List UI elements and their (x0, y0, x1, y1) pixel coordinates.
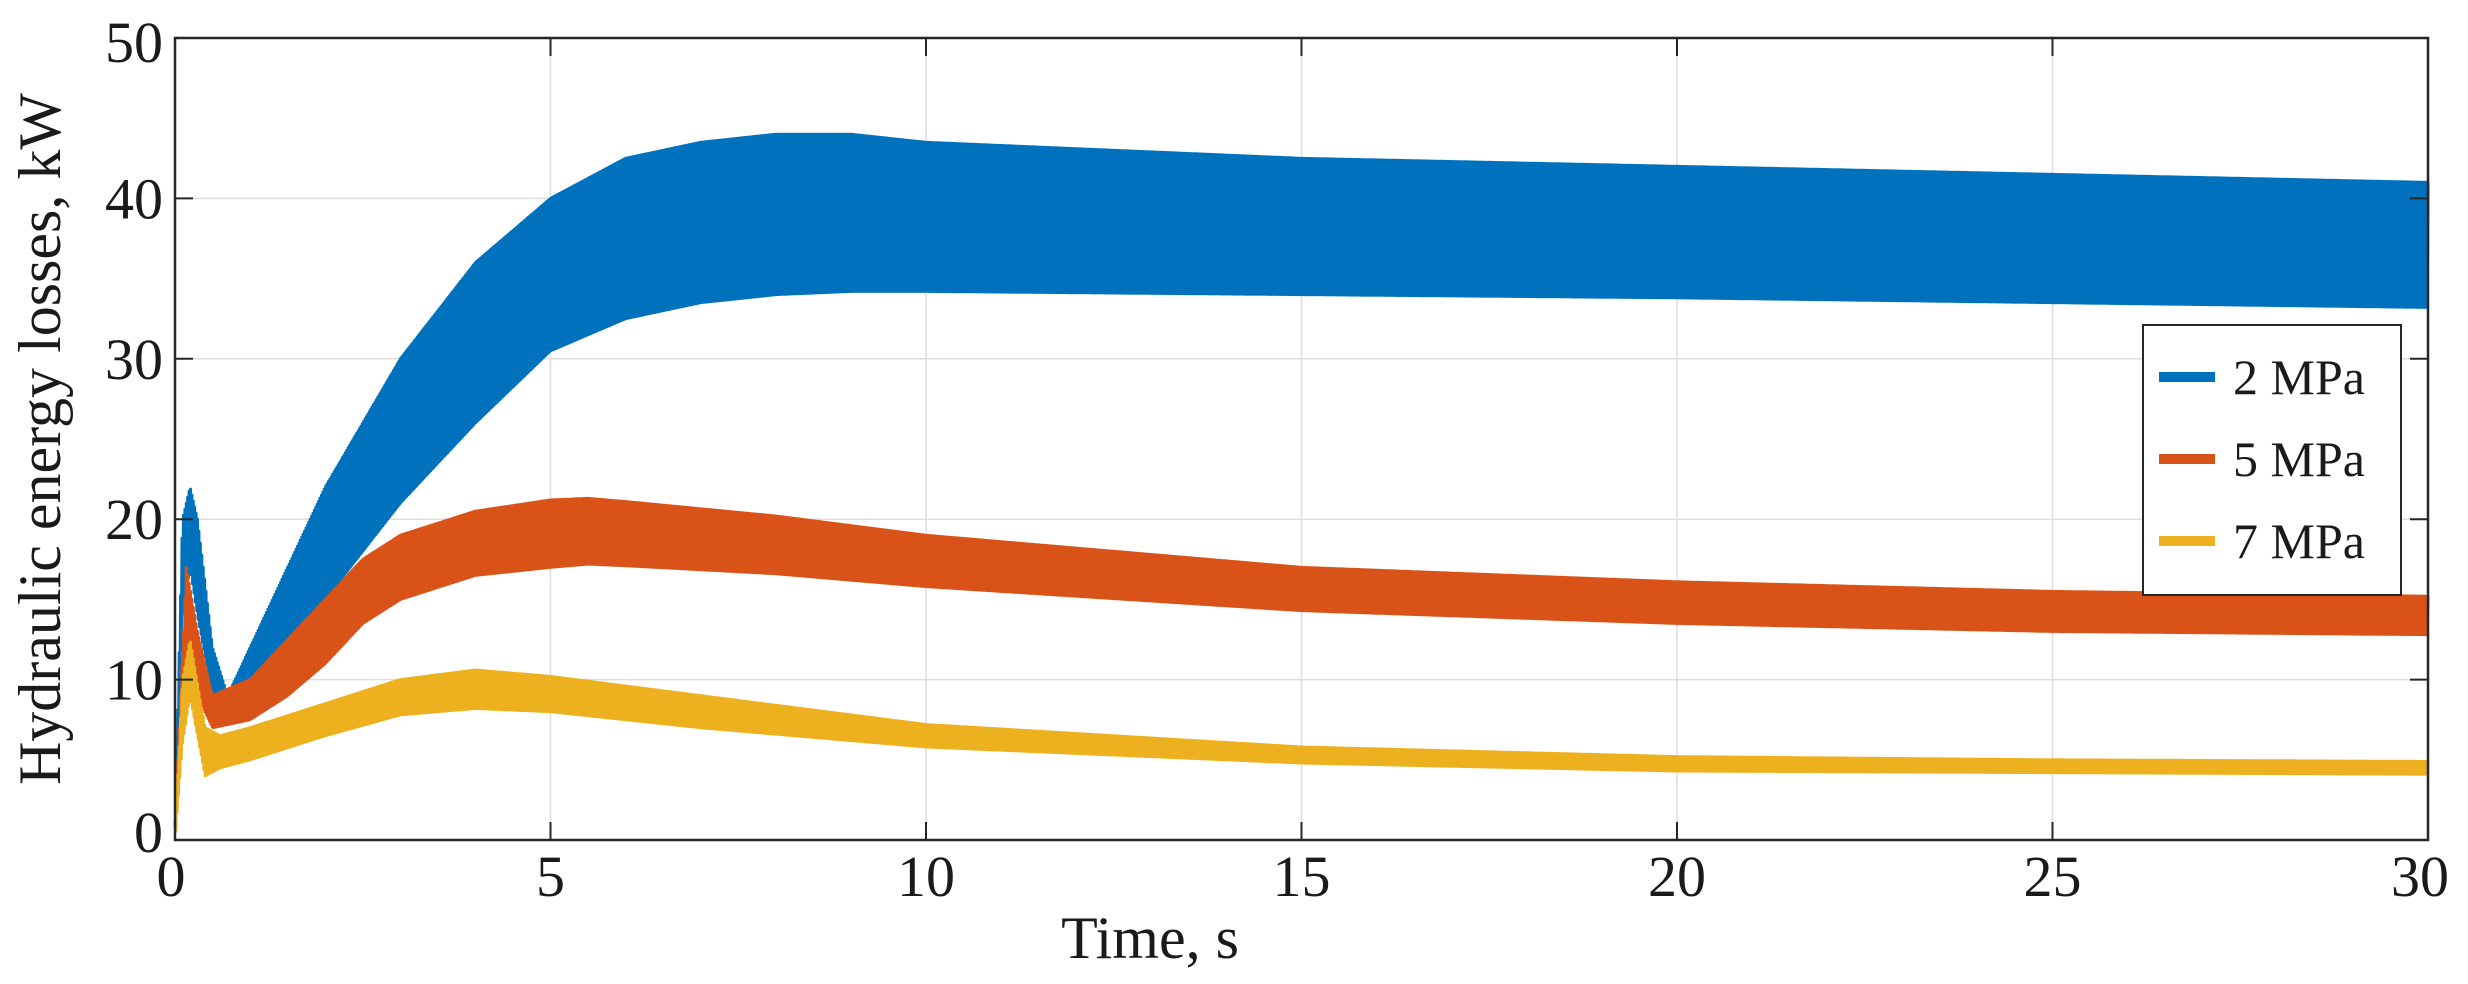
y-tick-label-30: 30 (105, 327, 163, 392)
legend-label-7-mpa: 7 MPa (2233, 513, 2365, 569)
x-tick-label-0: 0 (157, 844, 186, 909)
x-tick-label-30: 30 (2391, 844, 2449, 909)
legend-label-2-mpa: 2 MPa (2233, 349, 2365, 405)
x-tick-label-10: 10 (897, 844, 955, 909)
y-axis-title: Hydraulic energy losses, kW (7, 93, 73, 785)
series-7-mpa (173, 639, 2430, 840)
x-tick-label-15: 15 (1273, 844, 1331, 909)
x-tick-label-25: 25 (2024, 844, 2082, 909)
y-tick-label-0: 0 (134, 800, 163, 865)
x-tick-label-5: 5 (536, 844, 565, 909)
series-5-mpa (173, 496, 2430, 840)
x-axis-title: Time, s (1061, 905, 1239, 971)
series-layer (173, 132, 2430, 840)
legend-label-5-mpa: 5 MPa (2233, 431, 2365, 487)
series-band-2-mpa (175, 134, 2428, 840)
legend: 2 MPa 5 MPa 7 MPa (2142, 324, 2402, 596)
y-tick-label-50: 50 (105, 10, 163, 75)
y-tick-label-40: 40 (105, 166, 163, 231)
y-tick-label-20: 20 (105, 487, 163, 552)
x-tick-label-20: 20 (1648, 844, 1706, 909)
y-tick-label-10: 10 (105, 648, 163, 713)
tick-labels: 0 5 10 15 20 25 30 0 10 20 30 40 50 (105, 10, 2449, 909)
series-2-mpa (173, 132, 2430, 840)
